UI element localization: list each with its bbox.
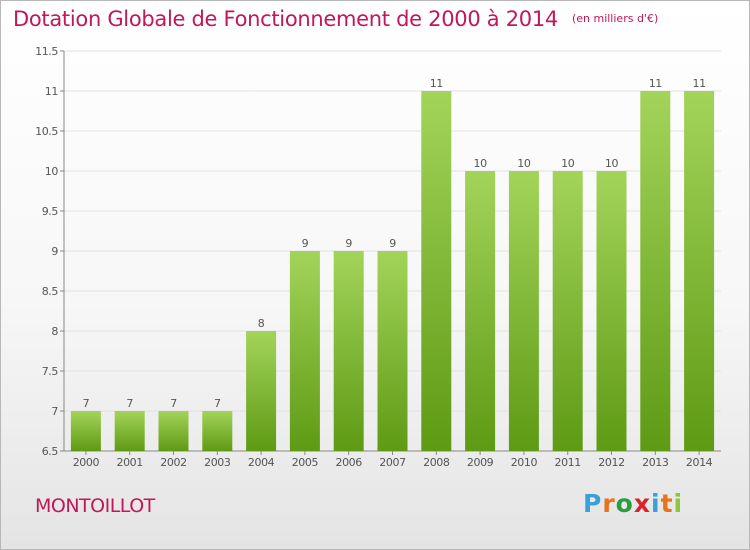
- x-tick-label: 2007: [379, 456, 406, 469]
- data-label: 7: [126, 397, 133, 410]
- bar: [684, 91, 715, 451]
- data-label: 10: [605, 157, 619, 170]
- bar: [158, 411, 189, 451]
- bar: [333, 251, 364, 451]
- logo-letter: i: [651, 489, 661, 518]
- logo-letter: i: [673, 489, 684, 518]
- chart-title: Dotation Globale de Fonctionnement de 20…: [13, 7, 658, 31]
- bar: [640, 91, 671, 451]
- bar: [246, 331, 277, 451]
- x-tick-label: 2004: [248, 456, 275, 469]
- x-tick-label: 2010: [511, 456, 538, 469]
- y-tick-label: 9: [51, 245, 58, 258]
- bar: [202, 411, 233, 451]
- y-tick-label: 7.5: [42, 365, 59, 378]
- bar: [289, 251, 320, 451]
- x-tick-label: 2012: [598, 456, 624, 469]
- data-labels: 7 7 7 7 8 9 9 9 11 10 10 10 10 11 11: [83, 77, 707, 410]
- data-label: 11: [649, 77, 662, 90]
- y-tick-label: 6.5: [42, 445, 59, 458]
- chart-title-text: Dotation Globale de Fonctionnement de 20…: [13, 7, 558, 31]
- y-tick-label: 8.5: [42, 285, 59, 298]
- data-label: 9: [345, 237, 352, 250]
- data-label: 11: [430, 77, 443, 90]
- bar: [596, 171, 627, 451]
- commune-name: MONTOILLOT: [35, 495, 155, 517]
- bar: [70, 411, 101, 451]
- x-tick-label: 2009: [467, 456, 494, 469]
- logo-letter: P: [583, 489, 603, 518]
- x-tick-label: 2008: [423, 456, 450, 469]
- bar: [114, 411, 145, 451]
- data-label: 8: [258, 317, 265, 330]
- x-tick-label: 2002: [160, 456, 186, 469]
- bar: [421, 91, 452, 451]
- bar: [552, 171, 583, 451]
- data-label: 10: [473, 157, 487, 170]
- bar: [508, 171, 539, 451]
- y-tick-label: 9.5: [42, 205, 59, 218]
- data-label: 7: [83, 397, 90, 410]
- x-tick-label: 2003: [204, 456, 231, 469]
- data-label: 7: [214, 397, 221, 410]
- y-tick-label: 10: [45, 165, 59, 178]
- bars: [70, 91, 715, 451]
- data-label: 10: [517, 157, 531, 170]
- logo-letter: r: [602, 489, 616, 518]
- x-tick-label: 2000: [73, 456, 100, 469]
- data-label: 9: [302, 237, 309, 250]
- y-tick-label: 10.5: [35, 125, 58, 138]
- logo-letter: x: [633, 489, 651, 518]
- x-tick-label: 2006: [335, 456, 362, 469]
- y-tick-label: 8: [51, 325, 58, 338]
- proxiti-logo[interactable]: Proxiti: [583, 489, 683, 518]
- unit-note: (en milliers d'€): [571, 12, 659, 25]
- data-label: 10: [561, 157, 575, 170]
- x-tick-label: 2014: [686, 456, 713, 469]
- data-label: 9: [389, 237, 396, 250]
- x-tick-label: 2011: [554, 456, 580, 469]
- logo-letter: t: [660, 489, 674, 518]
- bar: [377, 251, 408, 451]
- x-tick-label: 2001: [116, 456, 142, 469]
- data-label: 11: [692, 77, 705, 90]
- x-tick-label: 2013: [642, 456, 669, 469]
- x-tick-label: 2005: [292, 456, 319, 469]
- y-tick-label: 7: [51, 405, 58, 418]
- axes: 6.5 7 7.5 8 8.5 9 9.5 10 10.5 11 11.5 2000 2001 2002 2…: [35, 45, 721, 469]
- y-tick-label: 11.5: [35, 45, 58, 58]
- y-tick-label: 11: [45, 85, 58, 98]
- data-label: 7: [170, 397, 177, 410]
- bar: [465, 171, 496, 451]
- logo-letter: o: [615, 489, 634, 518]
